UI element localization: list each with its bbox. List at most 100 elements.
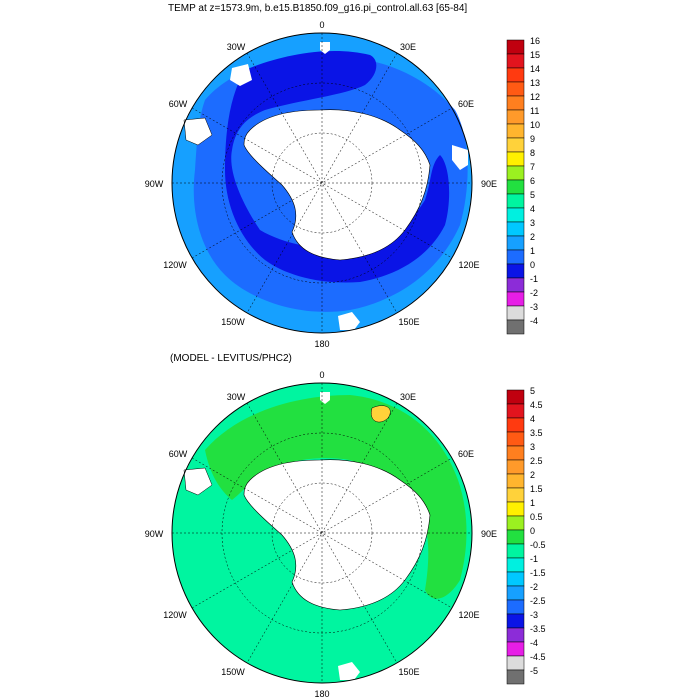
- colorbar-tick-label: 13: [530, 78, 540, 88]
- colorbar-swatch: [506, 389, 525, 405]
- colorbar-tick-label: -3.5: [530, 624, 546, 634]
- colorbar-tick-label: -2: [530, 288, 538, 298]
- panel-title-bottom: (MODEL - LEVITUS/PHC2): [170, 353, 292, 364]
- colorbar-swatch: [506, 473, 525, 489]
- colorbar-swatch: [506, 151, 525, 167]
- lon-label: 0: [319, 20, 324, 30]
- lon-label: 120W: [163, 610, 187, 620]
- colorbar-swatch: [506, 515, 525, 531]
- colorbar-swatch: [506, 53, 525, 69]
- lon-label: 30E: [400, 392, 416, 402]
- colorbar-tick-label: 0: [530, 526, 535, 536]
- lon-label: 150E: [398, 667, 419, 677]
- colorbar-swatch: [506, 459, 525, 475]
- colorbar-tick-label: 11: [530, 106, 539, 116]
- colorbar-swatch: [506, 221, 525, 237]
- graticule: [172, 383, 472, 683]
- lon-label: 30W: [227, 42, 246, 52]
- polar-map: [171, 32, 473, 334]
- land-patch: [230, 64, 252, 86]
- colorbar: 5 4.5 4 3.5 3 2.5 2 1.5 1 0.5 0 -0.5 -1 -1.5 -2 -2.5 -3 -…: [506, 386, 546, 685]
- colorbar-swatch: [506, 137, 525, 153]
- colorbar-tick-label: 3.5: [530, 428, 543, 438]
- lon-label: 30W: [227, 392, 246, 402]
- longitude-labels: 0 30E 60E 90E 120E 150E 180 150W 120W 90…: [145, 370, 497, 699]
- colorbar-tick-label: -4: [530, 638, 538, 648]
- lon-label: 120E: [458, 260, 479, 270]
- land-patch: [320, 42, 330, 54]
- lon-label: 0: [319, 370, 324, 380]
- colorbar-tick-label: -3: [530, 302, 538, 312]
- lon-label: 150E: [398, 317, 419, 327]
- colorbar-swatch: [506, 291, 525, 307]
- colorbar-tick-label: 0.5: [530, 512, 543, 522]
- colorbar-tick-label: 3: [530, 442, 535, 452]
- colorbar-tick-label: -1.5: [530, 568, 546, 578]
- south-america-tip: [183, 117, 213, 146]
- colorbar-swatch: [506, 207, 525, 223]
- lon-label: 90W: [145, 529, 164, 539]
- colorbar-tick-label: 4.5: [530, 400, 543, 410]
- lon-label: 90E: [481, 179, 497, 189]
- lon-label: 180: [314, 689, 329, 699]
- colorbar-swatch: [506, 81, 525, 97]
- colorbar-tick-label: 9: [530, 134, 535, 144]
- land-patch: [452, 145, 468, 170]
- lon-label: 60E: [458, 99, 474, 109]
- colorbar-tick-label: 3: [530, 218, 535, 228]
- colorbar-tick-label: -0.5: [530, 540, 546, 550]
- colorbar-tick-label: 5: [530, 190, 535, 200]
- colorbar-tick-label: -3: [530, 610, 538, 620]
- colorbar-tick-label: -5: [530, 666, 538, 676]
- map-boundary: [171, 32, 473, 334]
- colorbar-tick-label: 10: [530, 120, 540, 130]
- lon-label: 60E: [458, 449, 474, 459]
- colorbar-swatch: [506, 165, 525, 181]
- colorbar-swatch: [506, 445, 525, 461]
- colorbar-swatch: [506, 487, 525, 503]
- colorbar-swatch: [506, 109, 525, 125]
- colorbar-tick-label: -4: [530, 316, 538, 326]
- lon-label: 90W: [145, 179, 164, 189]
- colorbar-swatch: [506, 613, 525, 629]
- colorbar-swatch: [506, 417, 525, 433]
- longitude-labels: 0 30E 60E 90E 120E 150E 180 150W 120W 90…: [145, 20, 497, 349]
- lon-label: 150W: [221, 667, 245, 677]
- colorbar-swatch: [506, 319, 525, 335]
- colorbar-swatch: [506, 39, 525, 55]
- colorbar-tick-label: 7: [530, 162, 535, 172]
- positive-anomaly-patch: [370, 405, 391, 423]
- colorbar-tick-label: 0: [530, 260, 535, 270]
- colorbar-tick-label: 6: [530, 176, 535, 186]
- colorbar-swatch: [506, 249, 525, 265]
- colorbar-tick-label: 5: [530, 386, 535, 396]
- lon-label: 30E: [400, 42, 416, 52]
- lon-label: 120W: [163, 260, 187, 270]
- colorbar-swatch: [506, 179, 525, 195]
- panel-title-top: TEMP at z=1573.9m, b.e15.B1850.f09_g16.p…: [168, 3, 468, 14]
- lon-label: 120E: [458, 610, 479, 620]
- lon-label: 60W: [169, 99, 188, 109]
- colorbar-swatch: [506, 95, 525, 111]
- colorbar-swatch: [506, 529, 525, 545]
- land-patch: [338, 662, 360, 680]
- colorbar-swatch: [506, 641, 525, 657]
- colorbar-swatch: [506, 403, 525, 419]
- colorbar-swatch: [506, 669, 525, 685]
- colorbar-tick-label: 12: [530, 92, 540, 102]
- colorbar-swatch: [506, 193, 525, 209]
- colorbar-swatch: [506, 599, 525, 615]
- colorbar-swatch: [506, 655, 525, 671]
- colorbar-swatch: [506, 277, 525, 293]
- colorbar-swatch: [506, 585, 525, 601]
- colorbar-swatch: [506, 627, 525, 643]
- colorbar-tick-label: 15: [530, 50, 540, 60]
- colorbar-tick-label: -4.5: [530, 652, 546, 662]
- colorbar-tick-label: 2: [530, 470, 535, 480]
- south-america-tip: [183, 467, 213, 496]
- colorbar-swatch: [506, 67, 525, 83]
- colorbar-tick-label: 1.5: [530, 484, 543, 494]
- colorbar-swatch: [506, 263, 525, 279]
- graticule: [172, 33, 472, 333]
